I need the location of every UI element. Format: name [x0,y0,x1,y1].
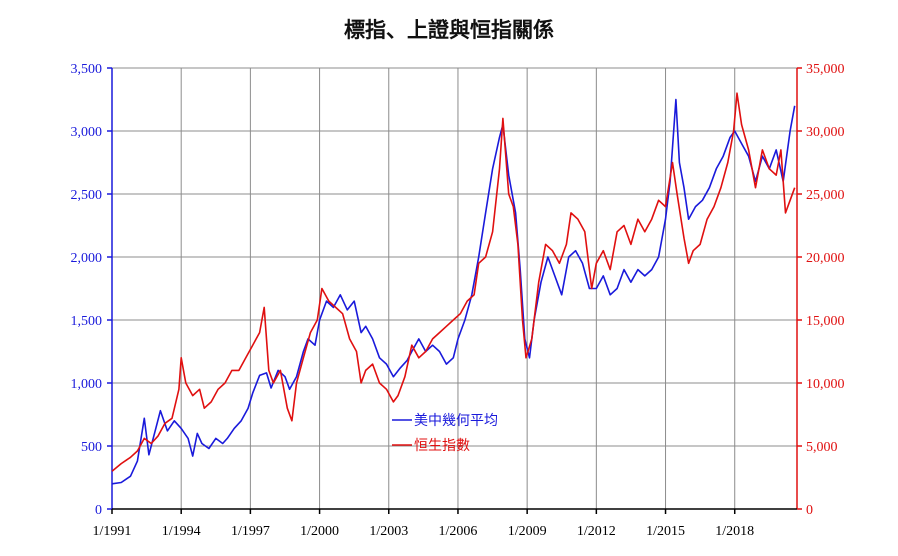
legend-label: 美中幾何平均 [414,413,498,429]
x-tick-label: 1/2018 [715,524,754,539]
right-tick-label: 15,000 [806,314,845,329]
chart-title: 標指、上證與恒指關係 [344,18,554,42]
right-tick-label: 5,000 [806,440,838,455]
left-tick-label: 2,000 [71,251,103,266]
right-tick-label: 35,000 [806,62,845,77]
right-tick-label: 20,000 [806,251,845,266]
left-tick-label: 1,000 [71,377,103,392]
x-tick-label: 1/2000 [300,524,339,539]
right-tick-label: 30,000 [806,125,845,140]
x-tick-label: 1/2003 [369,524,408,539]
left-tick-label: 500 [81,440,102,455]
right-tick-label: 10,000 [806,377,845,392]
legend-label: 恒生指數 [414,438,470,454]
x-tick-label: 1/1994 [162,524,201,539]
x-tick-label: 1/2009 [508,524,547,539]
series-line-hsi [111,92,796,472]
right-tick-label: 0 [806,503,813,518]
left-tick-label: 0 [95,503,102,518]
x-tick-label: 1/1997 [231,524,270,539]
left-tick-label: 3,000 [71,125,103,140]
left-tick-label: 3,500 [71,62,103,77]
series-line-geo-mean [111,98,796,485]
left-tick-label: 1,500 [71,314,103,329]
x-tick-label: 1/2015 [646,524,685,539]
axes [107,67,802,514]
series-lines [111,92,796,485]
tick-labels: 0 500 1,000 1,500 2,000 2,500 3,000 3,500 0 5,000… [71,62,845,539]
x-tick-label: 1/2012 [577,524,616,539]
left-tick-label: 2,500 [71,188,103,203]
x-tick-label: 1/1991 [93,524,132,539]
right-tick-label: 25,000 [806,188,845,203]
x-tick-label: 1/2006 [439,524,478,539]
